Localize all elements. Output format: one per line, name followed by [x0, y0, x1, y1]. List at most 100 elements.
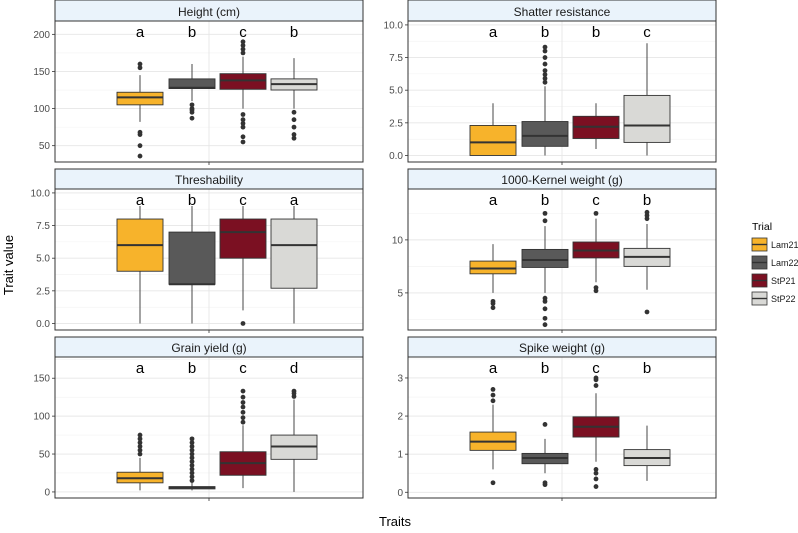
outlier-point: [542, 322, 548, 328]
y-tick-label: 150: [33, 374, 50, 385]
outlier-point: [240, 419, 246, 425]
x-axis-title: Traits: [379, 514, 412, 529]
y-tick-label: 10.0: [31, 188, 51, 199]
box-lam21: a: [116, 24, 164, 159]
outlier-point: [240, 117, 246, 123]
outlier-point: [240, 415, 246, 421]
outlier-point: [490, 298, 496, 304]
outlier-point: [593, 470, 599, 476]
significance-letter: c: [239, 24, 247, 41]
legend-label: Lam21: [771, 240, 798, 250]
outlier-point: [137, 432, 143, 438]
y-tick-label: 2.5: [389, 118, 403, 129]
y-tick-label: 0.0: [389, 151, 403, 162]
iqr-box: [116, 91, 164, 106]
outlier-point: [542, 68, 548, 74]
facet-title: Grain yield (g): [171, 341, 246, 355]
y-tick-label: 7.5: [36, 221, 50, 232]
outlier-point: [189, 463, 195, 468]
box-lam22: b: [521, 24, 569, 156]
outlier-point: [137, 444, 143, 449]
box-stp22: a: [270, 192, 318, 324]
outlier-point: [137, 129, 143, 135]
box-lam21: a: [116, 360, 164, 491]
outlier-point: [189, 440, 195, 446]
outlier-point: [189, 478, 195, 483]
outlier-point: [189, 436, 195, 442]
significance-letter: a: [489, 192, 498, 209]
outlier-point: [240, 404, 246, 410]
outlier-point: [137, 65, 143, 71]
outlier-point: [542, 61, 548, 67]
outlier-point: [240, 388, 246, 394]
outlier-point: [542, 295, 548, 301]
outlier-point: [593, 484, 599, 489]
legend-items: Lam21 Lam22 StP21 StP22: [751, 237, 798, 306]
iqr-box: [219, 218, 267, 259]
outlier-point: [542, 79, 548, 85]
outlier-point: [490, 480, 496, 486]
iqr-box: [469, 124, 517, 156]
outlier-point: [593, 467, 599, 472]
y-tick-label: 200: [33, 30, 50, 41]
box-stp21: c: [219, 24, 267, 145]
facet-panel: 1000-Kernel weight (g) 5 10 a b c b: [392, 168, 717, 333]
y-tick-label: 1: [397, 450, 403, 461]
significance-letter: b: [592, 24, 600, 41]
outlier-point: [542, 306, 548, 312]
outlier-point: [240, 409, 246, 415]
y-tick-label: 2.5: [36, 286, 50, 297]
significance-letter: a: [136, 192, 145, 209]
box-lam22: b: [521, 192, 569, 328]
box-stp22: b: [623, 360, 671, 481]
facet-panel: Grain yield (g) 0 50 100 150 a b c d: [33, 336, 364, 501]
facet-panel: Threshability 0.0 2.5 5.0 7.5 10.0 a b c a: [31, 168, 364, 333]
outlier-point: [490, 392, 496, 398]
outlier-point: [137, 61, 143, 67]
outlier-point: [542, 55, 548, 60]
outlier-point: [189, 447, 195, 453]
significance-letter: c: [592, 360, 600, 377]
box-lam21: a: [469, 192, 517, 311]
iqr-box: [469, 260, 517, 275]
outlier-point: [291, 132, 297, 137]
significance-letter: b: [188, 192, 196, 209]
significance-letter: a: [489, 360, 498, 377]
outlier-point: [240, 39, 246, 45]
legend-label: Lam22: [771, 258, 798, 268]
outlier-point: [137, 436, 143, 442]
outlier-point: [644, 309, 650, 315]
outlier-point: [240, 50, 246, 56]
box-lam21: a: [469, 360, 517, 486]
facet-title: Height (cm): [178, 5, 240, 19]
box-stp22: c: [623, 24, 671, 156]
outlier-point: [291, 124, 297, 130]
y-tick-label: 3: [397, 373, 403, 384]
outlier-point: [593, 476, 599, 482]
outlier-point: [542, 218, 548, 224]
y-tick-label: 0: [397, 488, 403, 499]
outlier-point: [240, 400, 246, 405]
significance-letter: b: [290, 24, 298, 41]
box-lam21: a: [116, 192, 164, 324]
iqr-box: [168, 231, 216, 285]
outlier-point: [490, 305, 496, 311]
facet-title: Shatter resistance: [514, 5, 611, 19]
significance-letter: b: [541, 24, 549, 41]
outlier-point: [542, 210, 548, 216]
iqr-box: [219, 73, 267, 90]
outlier-point: [189, 451, 195, 457]
outlier-point: [291, 388, 297, 394]
significance-letter: b: [643, 192, 651, 209]
outlier-point: [240, 134, 246, 140]
y-tick-label: 10: [392, 235, 404, 246]
y-tick-label: 50: [39, 450, 51, 461]
significance-letter: c: [239, 360, 247, 377]
significance-letter: b: [188, 360, 196, 377]
box-stp22: d: [270, 360, 318, 492]
significance-letter: a: [290, 192, 299, 209]
outlier-point: [593, 375, 599, 381]
outlier-point: [240, 46, 246, 52]
box-stp21: c: [572, 360, 620, 489]
